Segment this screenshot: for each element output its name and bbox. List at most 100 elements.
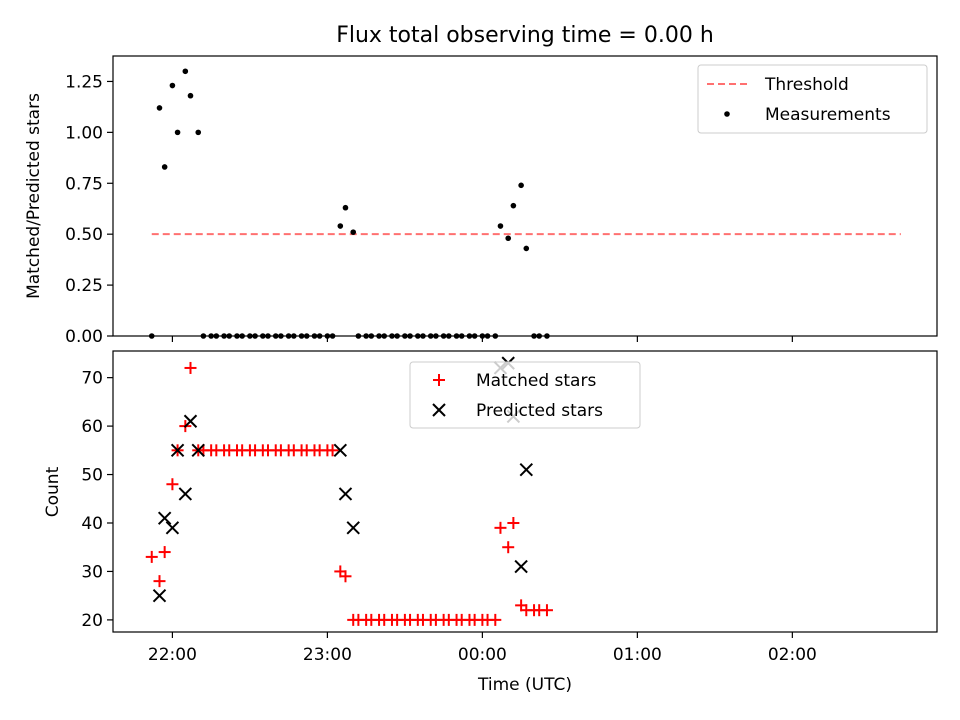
predicted-star-point (165, 521, 180, 535)
predicted-star-point (170, 443, 185, 458)
measurement-point (440, 333, 447, 339)
predicted-legend-swatch (432, 403, 446, 417)
predicted-star-point (191, 443, 205, 458)
measurement-point (523, 245, 530, 252)
measurement-point (174, 129, 181, 136)
predicted-star-point (157, 511, 172, 525)
measurement-point (311, 333, 318, 339)
measurement-point (420, 333, 426, 339)
count-legend: Matched stars Predicted stars (409, 361, 641, 429)
time-x-tick-label: 01:00 (613, 645, 662, 665)
measurement-point (453, 333, 460, 339)
predicted-star-point (346, 521, 360, 535)
measurement-points (148, 68, 550, 339)
measurement-point (536, 333, 543, 339)
matched-star-point (153, 575, 166, 588)
x-axis-label: Time (UTC) (477, 675, 572, 695)
measurement-point (247, 333, 253, 339)
measurement-point (213, 333, 220, 339)
measurement-point (239, 333, 245, 339)
measurement-point (342, 204, 349, 211)
measurement-point (169, 82, 176, 89)
measurement-point (278, 333, 284, 339)
matched-star-point (502, 541, 515, 554)
matched-legend-label: Matched stars (476, 371, 596, 391)
matched-star-point (326, 444, 339, 457)
measurement-point (156, 105, 163, 111)
count-axes-frame (112, 350, 938, 633)
count-y-tick-label: 50 (81, 466, 103, 486)
measurement-point (285, 333, 292, 339)
measurement-point (381, 333, 388, 339)
measurement-y-tick-label: 1.25 (65, 72, 103, 92)
measurement-point (148, 333, 155, 339)
measurement-point (427, 333, 434, 339)
count-legend-frame (409, 361, 641, 429)
measurement-legend: Threshold Measurements (697, 64, 928, 134)
count-y-tick-label: 30 (81, 562, 103, 582)
measurement-point (260, 333, 266, 339)
measurement-axes-frame (112, 55, 938, 337)
measurement-point (544, 333, 550, 339)
time-x-tick-label: 22:00 (148, 645, 197, 665)
measurement-point (518, 182, 524, 189)
measurement-point (389, 333, 395, 339)
measurement-point (394, 333, 400, 339)
measurement-point (531, 333, 537, 339)
measurement-point (505, 235, 512, 242)
measurement-point (355, 333, 362, 339)
measurement-point (497, 223, 504, 229)
matched-legend-swatch (433, 374, 445, 386)
matched-star-point (184, 361, 197, 374)
measurement-point (265, 333, 271, 339)
measurement-point (368, 333, 375, 339)
time-x-tick-label: 23:00 (303, 645, 352, 665)
measurement-point (187, 92, 194, 99)
measurement-point (363, 333, 369, 339)
time-x-axis: 22:00 23:00 00:00 01:00 02:00 (148, 632, 817, 665)
measurement-point (226, 333, 233, 339)
count-y-tick-label: 70 (81, 369, 103, 389)
measurement-point (445, 333, 452, 339)
measurement-point (402, 333, 408, 339)
time-x-tick-label: 00:00 (458, 645, 507, 665)
predicted-star-point (514, 559, 528, 574)
measurement-point (161, 164, 168, 170)
matched-star-point (158, 546, 171, 559)
measurement-point (492, 333, 499, 339)
count-y-tick-label: 20 (81, 611, 103, 631)
predicted-star-point (338, 487, 353, 501)
chart-title: Flux total observing time = 0.00 h (336, 23, 714, 48)
measurement-point (376, 333, 382, 339)
measurement-point (316, 333, 323, 339)
measurement-point (415, 333, 421, 339)
count-points (145, 356, 553, 626)
predicted-star-point (178, 487, 193, 501)
measurement-point (252, 333, 258, 339)
measurement-y-tick-label: 1.00 (65, 123, 103, 143)
measurement-point (200, 333, 207, 339)
measurement-point (208, 333, 214, 339)
threshold-legend-label: Threshold (764, 75, 849, 95)
measurement-point (433, 333, 439, 339)
measurement-point (303, 333, 310, 339)
measurement-point (471, 333, 478, 339)
measurement-panel: 0.00 0.25 0.50 0.75 1.00 1.25 Matched/Predict… (24, 55, 938, 347)
measurement-point (182, 68, 189, 75)
measurement-point (466, 333, 473, 339)
predicted-legend-label: Predicted stars (476, 401, 603, 421)
measurement-y-axis-label: Matched/Predicted stars (24, 93, 44, 299)
measurement-point (234, 333, 240, 339)
measurement-point (337, 223, 344, 229)
predicted-star-point (519, 462, 533, 477)
matched-star-point (507, 516, 520, 529)
matched-star-point (339, 570, 352, 583)
measurement-point (484, 333, 491, 339)
measurement-y-tick-label: 0.25 (65, 276, 103, 296)
matched-star-point (166, 478, 179, 491)
measurement-point (329, 333, 336, 339)
measurement-x-ticks (171, 336, 793, 342)
predicted-star-point (152, 588, 167, 603)
matched-star-point (145, 550, 158, 563)
